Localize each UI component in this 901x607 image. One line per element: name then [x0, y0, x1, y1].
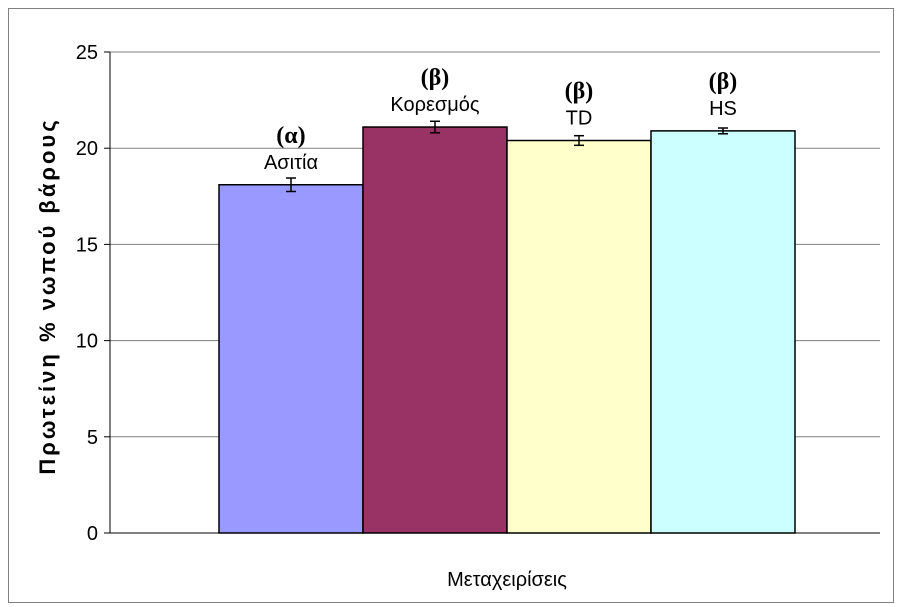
bar-labels: Ασιτία (α) Κορεσμός (β) TD (β) HS (β): [264, 65, 737, 174]
error-bar: [718, 127, 728, 135]
bars: [218, 126, 796, 534]
bar: [650, 130, 796, 534]
category-label: TD: [566, 108, 593, 130]
y-tick-label: 5: [87, 427, 98, 449]
y-tick-label: 20: [76, 138, 98, 160]
bar: [362, 126, 508, 534]
error-bar: [574, 134, 584, 147]
bar: [506, 139, 652, 534]
significance-label: (β): [421, 65, 450, 91]
y-tick-label: 0: [87, 523, 98, 545]
significance-label: (β): [565, 79, 594, 105]
category-label: Ασιτία: [264, 152, 318, 174]
y-axis-label: Πρωτείνη % νωπού βάρους: [35, 117, 60, 474]
category-label: HS: [709, 98, 737, 120]
significance-label: (β): [709, 69, 738, 95]
category-label: Κορεσμός: [390, 94, 480, 116]
x-axis-label: Μεταχειρίσεις: [447, 569, 567, 591]
y-tick-label: 15: [76, 234, 98, 256]
error-bar: [430, 120, 440, 134]
y-tick-label: 10: [76, 331, 98, 353]
error-bar: [286, 177, 296, 193]
y-tick-label: 25: [76, 42, 98, 64]
bar: [218, 184, 364, 534]
significance-label: (α): [276, 123, 305, 149]
error-bars: [286, 120, 728, 193]
